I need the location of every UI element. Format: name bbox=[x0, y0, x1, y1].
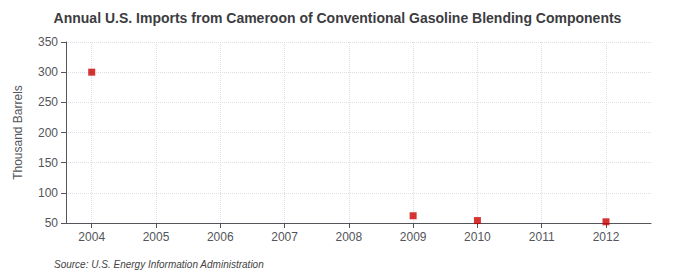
svg-text:2011: 2011 bbox=[529, 230, 555, 244]
svg-text:2006: 2006 bbox=[207, 230, 234, 244]
svg-text:100: 100 bbox=[38, 186, 58, 200]
svg-text:2009: 2009 bbox=[400, 230, 427, 244]
svg-text:50: 50 bbox=[45, 216, 59, 230]
svg-text:300: 300 bbox=[38, 65, 58, 79]
svg-text:Annual U.S. Imports from Camer: Annual U.S. Imports from Cameroon of Con… bbox=[54, 10, 622, 26]
svg-text:2008: 2008 bbox=[336, 230, 363, 244]
svg-text:2012: 2012 bbox=[593, 230, 620, 244]
svg-text:200: 200 bbox=[38, 126, 58, 140]
svg-text:2005: 2005 bbox=[143, 230, 170, 244]
svg-text:250: 250 bbox=[38, 95, 58, 109]
svg-text:2010: 2010 bbox=[464, 230, 491, 244]
svg-text:150: 150 bbox=[38, 156, 58, 170]
svg-text:Source: U.S. Energy Informatio: Source: U.S. Energy Information Administ… bbox=[54, 259, 264, 270]
svg-text:2004: 2004 bbox=[78, 230, 105, 244]
svg-text:2007: 2007 bbox=[271, 230, 298, 244]
svg-text:350: 350 bbox=[38, 35, 58, 49]
svg-text:Thousand Barrels: Thousand Barrels bbox=[11, 85, 25, 180]
